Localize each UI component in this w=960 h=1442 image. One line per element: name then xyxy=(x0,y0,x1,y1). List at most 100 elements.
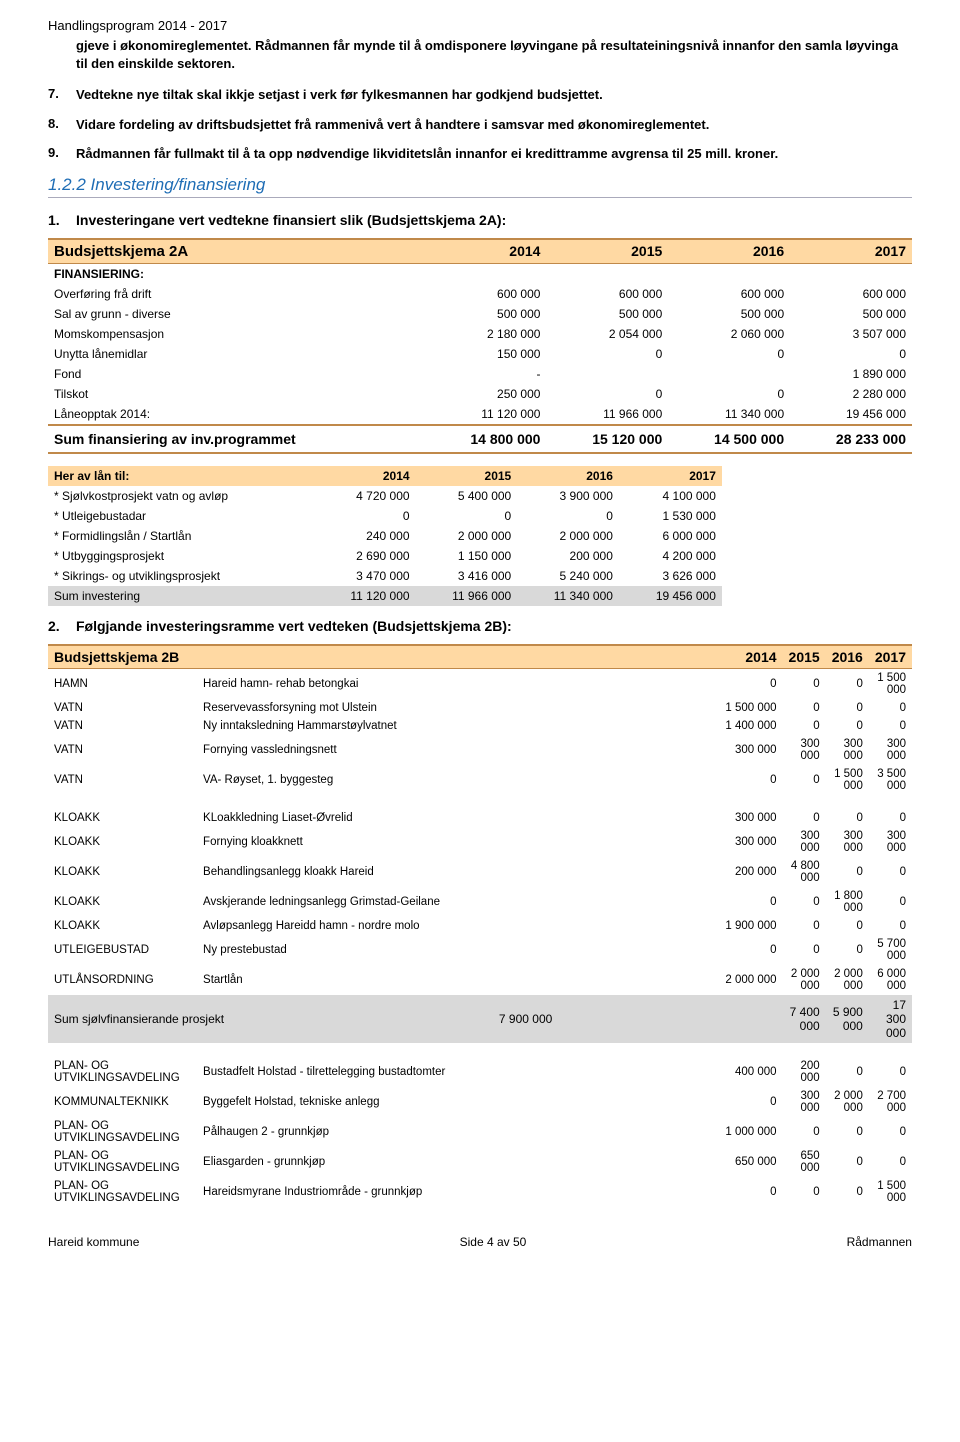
cell: 0 xyxy=(517,506,619,526)
cell: 0 xyxy=(546,344,668,364)
cell: 2 280 000 xyxy=(790,384,912,404)
list-number: 9. xyxy=(48,145,76,163)
cell: 1 150 000 xyxy=(416,546,518,566)
row-label: Fond xyxy=(48,364,425,384)
total-cell: 14 500 000 xyxy=(668,425,790,453)
cell: 0 xyxy=(668,384,790,404)
table-2b: Budsjettskjema 2B2014201520162017HAMNHar… xyxy=(48,644,912,1207)
list-number: 8. xyxy=(48,116,76,134)
description: Fornying vassledningsnett xyxy=(197,735,493,765)
cell: 0 xyxy=(869,1117,912,1147)
cell: 650 000 xyxy=(783,1147,826,1177)
description: KLoakkledning Liaset-Øvrelid xyxy=(197,809,493,827)
description: Fornying kloakknett xyxy=(197,827,493,857)
cell: 0 xyxy=(869,917,912,935)
sum-label: Sum sjølvfinansierande prosjekt xyxy=(48,995,493,1043)
year-col: 2017 xyxy=(869,645,912,669)
category: UTLÅNSORDNING xyxy=(48,965,197,995)
cell: 11 966 000 xyxy=(546,404,668,425)
cell: 0 xyxy=(826,717,869,735)
description: Eliasgarden - grunnkjøp xyxy=(197,1147,493,1177)
cell: 0 xyxy=(783,917,826,935)
loan-title: Her av lån til: xyxy=(48,466,314,486)
category: KLOAKK xyxy=(48,809,197,827)
year-col: 2016 xyxy=(517,466,619,486)
sum-cell: 7 400 000 xyxy=(783,995,826,1043)
cell: 240 000 xyxy=(314,526,416,546)
cell: 2 000 000 xyxy=(416,526,518,546)
cell: 1 400 000 xyxy=(493,717,783,735)
cell: 4 720 000 xyxy=(314,486,416,506)
cell: 500 000 xyxy=(425,304,547,324)
category: VATN xyxy=(48,717,197,735)
cell: 200 000 xyxy=(517,546,619,566)
cell: 0 xyxy=(783,1117,826,1147)
year-col: 2014 xyxy=(425,239,547,264)
cell: 0 xyxy=(826,935,869,965)
footer-right: Rådmannen xyxy=(847,1235,912,1249)
year-col: 2015 xyxy=(546,239,668,264)
cell: 250 000 xyxy=(425,384,547,404)
list-number: 7. xyxy=(48,86,76,104)
cell: 500 000 xyxy=(546,304,668,324)
description: Startlån xyxy=(197,965,493,995)
cell: 1 900 000 xyxy=(493,917,783,935)
cell: 2 000 000 xyxy=(493,965,783,995)
category: VATN xyxy=(48,765,197,795)
cell: 2 000 000 xyxy=(517,526,619,546)
row-label: * Sjølvkostprosjekt vatn og avløp xyxy=(48,486,314,506)
cell: 300 000 xyxy=(493,827,783,857)
category: KLOAKK xyxy=(48,827,197,857)
cell: 0 xyxy=(493,887,783,917)
row-label: Momskompensasjon xyxy=(48,324,425,344)
cell: 3 900 000 xyxy=(517,486,619,506)
cell: 19 456 000 xyxy=(790,404,912,425)
footer-left: Hareid kommune xyxy=(48,1235,139,1249)
cell: 0 xyxy=(826,1117,869,1147)
description: Byggefelt Holstad, tekniske anlegg xyxy=(197,1087,493,1117)
cell: 500 000 xyxy=(668,304,790,324)
category: KOMMUNALTEKNIKK xyxy=(48,1087,197,1117)
total-cell: 11 120 000 xyxy=(314,586,416,606)
cell: 0 xyxy=(493,668,783,699)
category: HAMN xyxy=(48,668,197,699)
cell: 1 500 000 xyxy=(869,1177,912,1207)
list-text: Vidare fordeling av driftsbudsjettet frå… xyxy=(76,116,709,134)
year-col: 2017 xyxy=(790,239,912,264)
cell: 5 700 000 xyxy=(869,935,912,965)
cell: 3 470 000 xyxy=(314,566,416,586)
cell: 200 000 xyxy=(493,857,783,887)
cell: 300 000 xyxy=(783,735,826,765)
total-label: Sum investering xyxy=(48,586,314,606)
cell: 0 xyxy=(783,699,826,717)
year-col: 2016 xyxy=(826,645,869,669)
cell: 0 xyxy=(869,857,912,887)
list-number: 1. xyxy=(48,212,76,228)
table-title: Budsjettskjema 2B xyxy=(48,645,493,669)
cell: 500 000 xyxy=(790,304,912,324)
cell: 3 500 000 xyxy=(869,765,912,795)
row-label: Tilskot xyxy=(48,384,425,404)
cell: 300 000 xyxy=(493,735,783,765)
table-2a: Budsjettskjema 2A2014201520162017FINANSI… xyxy=(48,238,912,454)
list-number: 2. xyxy=(48,618,76,634)
row-label: * Utleigebustadar xyxy=(48,506,314,526)
cell: 2 690 000 xyxy=(314,546,416,566)
sub-list-1: 1. Investeringane vert vedtekne finansie… xyxy=(48,212,912,228)
cell: 0 xyxy=(783,717,826,735)
category: KLOAKK xyxy=(48,857,197,887)
cell: - xyxy=(425,364,547,384)
cell: 200 000 xyxy=(783,1057,826,1087)
cell: 6 000 000 xyxy=(619,526,722,546)
cell: 3 507 000 xyxy=(790,324,912,344)
cell: 300 000 xyxy=(826,735,869,765)
cell: 0 xyxy=(869,1147,912,1177)
cell: 4 100 000 xyxy=(619,486,722,506)
cell: 0 xyxy=(546,384,668,404)
category: VATN xyxy=(48,699,197,717)
table-title: Budsjettskjema 2A xyxy=(48,239,425,264)
cell: 0 xyxy=(493,765,783,795)
cell: 300 000 xyxy=(869,735,912,765)
list-text: Rådmannen får fullmakt til å ta opp nødv… xyxy=(76,145,778,163)
cell: 300 000 xyxy=(826,827,869,857)
